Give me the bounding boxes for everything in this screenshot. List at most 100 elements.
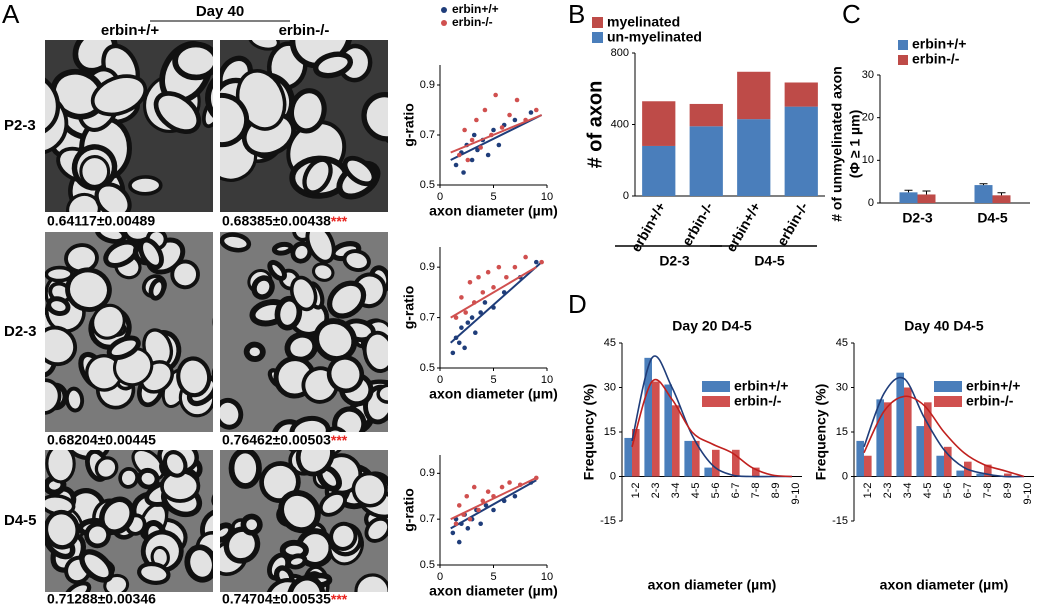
legend-swatch xyxy=(898,40,908,50)
point xyxy=(534,259,539,265)
error-bar xyxy=(922,190,931,195)
x-tick-label: 10 xyxy=(541,374,553,386)
point xyxy=(450,350,456,356)
point xyxy=(469,315,475,320)
point xyxy=(496,264,502,270)
point xyxy=(539,259,544,265)
point xyxy=(469,157,475,163)
significance: *** xyxy=(331,432,348,448)
x-axis-label: axon diameter (µm) xyxy=(429,583,558,599)
y-axis-label: # of axon xyxy=(584,81,606,169)
y-tick-label: 0 xyxy=(842,470,848,482)
chart-title: Day 40 D4-5 xyxy=(904,318,984,334)
point xyxy=(491,127,496,133)
point xyxy=(480,498,486,504)
x-tick-label: D4-5 xyxy=(977,210,1008,226)
bar-segment xyxy=(689,103,723,127)
y-tick-label: 400 xyxy=(611,118,629,130)
x-tick-label: 4-5 xyxy=(922,483,934,499)
point xyxy=(456,539,462,545)
point xyxy=(504,274,509,280)
y-axis-label: (Φ ≥ 1 µm) xyxy=(847,110,863,178)
y-tick-label: 0 xyxy=(868,197,874,209)
bar xyxy=(936,455,944,477)
bar xyxy=(896,372,904,477)
point xyxy=(499,125,505,130)
y-tick-label: 15 xyxy=(604,426,616,438)
point xyxy=(512,264,518,270)
micrograph xyxy=(45,232,213,432)
bar xyxy=(976,473,984,477)
row-label: P2-3 xyxy=(4,117,36,134)
point xyxy=(507,112,512,118)
bar-segment xyxy=(737,119,771,196)
point xyxy=(456,152,462,158)
point xyxy=(459,325,464,330)
point xyxy=(512,493,518,499)
point xyxy=(471,132,477,138)
y-tick-label: 15 xyxy=(836,426,848,438)
x-tick-label: 8-9 xyxy=(770,483,782,499)
fit-curve xyxy=(631,378,793,478)
bar xyxy=(944,446,952,477)
x-tick-label: 7-8 xyxy=(982,483,994,499)
column-label: erbin+/+ xyxy=(101,22,160,39)
legend-swatch xyxy=(934,381,962,392)
x-tick-label: 2-3 xyxy=(650,483,662,499)
error-bar xyxy=(904,189,913,193)
point xyxy=(482,107,488,113)
x-tick-label: 1-2 xyxy=(630,483,642,499)
y-tick-label: 10 xyxy=(862,154,874,166)
y-tick-label: 0.9 xyxy=(420,467,435,479)
y-tick-label: 0.7 xyxy=(420,129,435,141)
y-tick-label: 0.5 xyxy=(420,559,435,571)
point xyxy=(476,507,481,513)
x-axis-label: axon diameter (µm) xyxy=(429,386,558,402)
point xyxy=(483,503,489,508)
panel-label: A xyxy=(2,0,20,29)
x-tick-label: 9-10 xyxy=(790,483,802,505)
x-tick-label: 5 xyxy=(490,571,496,583)
group-label: D2-3 xyxy=(659,253,690,269)
point xyxy=(480,290,486,295)
x-tick-label: 3-4 xyxy=(670,483,682,499)
legend-label: erbin+/+ xyxy=(912,36,966,52)
x-tick-label: 5-6 xyxy=(710,483,722,499)
point xyxy=(465,320,471,325)
legend-swatch xyxy=(898,55,908,65)
bar xyxy=(652,381,660,477)
micrograph xyxy=(45,40,213,212)
bar xyxy=(864,455,872,477)
point xyxy=(456,503,462,508)
y-tick-label: 0 xyxy=(610,470,616,482)
legend-label: erbin-/- xyxy=(734,393,782,409)
bar xyxy=(684,440,692,477)
error-bar xyxy=(997,192,1006,196)
bar-segment xyxy=(642,145,676,196)
significance: *** xyxy=(331,591,348,607)
x-tick-label: 7-8 xyxy=(750,483,762,499)
y-tick-label: 0.9 xyxy=(420,261,435,273)
trend-line xyxy=(450,261,543,344)
significance: *** xyxy=(331,213,348,229)
y-axis-label: g-ratio xyxy=(401,103,417,147)
point xyxy=(478,145,483,150)
x-tick-label: 10 xyxy=(541,191,553,203)
g-ratio-value: 0.74704±0.00535*** xyxy=(222,591,348,607)
y-axis-label: Frequency (%) xyxy=(813,384,829,480)
bar xyxy=(974,185,993,203)
fit-curve xyxy=(631,355,792,478)
point xyxy=(512,117,518,123)
y-tick-label: 30 xyxy=(862,69,874,81)
bar xyxy=(956,470,964,477)
bar-segment xyxy=(737,71,771,120)
legend-swatch xyxy=(592,17,603,28)
bar xyxy=(704,467,712,477)
trend-line xyxy=(450,479,537,530)
y-tick-label: 20 xyxy=(862,112,874,124)
legend-marker xyxy=(441,7,447,13)
trend-line xyxy=(450,114,543,154)
y-tick-label: 0.9 xyxy=(420,79,435,91)
legend-swatch xyxy=(702,396,730,407)
